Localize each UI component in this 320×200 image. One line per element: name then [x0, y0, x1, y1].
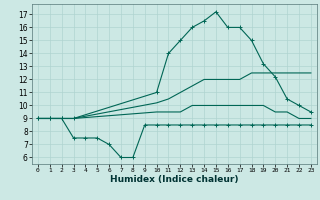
X-axis label: Humidex (Indice chaleur): Humidex (Indice chaleur): [110, 175, 239, 184]
